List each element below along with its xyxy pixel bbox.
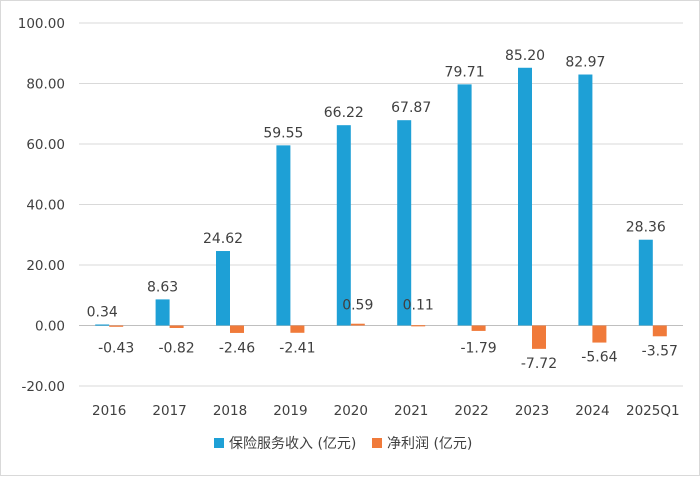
x-tick-label: 2024 [575, 403, 609, 419]
revenue-bar [216, 251, 230, 326]
revenue-bar [336, 125, 351, 326]
profit-data-label: 0.59 [342, 298, 373, 314]
revenue-bar [457, 84, 472, 326]
y-tick-label: 100.00 [18, 16, 65, 32]
revenue-data-label: 24.62 [203, 231, 243, 247]
x-tick-label: 2025Q1 [626, 403, 680, 419]
revenue-data-label: 85.20 [505, 48, 545, 64]
x-tick-label: 2019 [273, 403, 307, 419]
legend-label-profit: 净利润 (亿元) [387, 436, 472, 452]
profit-data-label: -0.82 [158, 341, 194, 357]
profit-bar [471, 325, 486, 331]
profit-bar [169, 325, 184, 328]
profit-data-label: -5.64 [581, 350, 617, 366]
profit-data-label: -1.79 [460, 341, 496, 357]
revenue-data-label: 67.87 [391, 100, 431, 116]
x-axis-ticks: 2016 2017 2018 2019 2020 2021 2022 2023 2024 2025… [92, 403, 680, 419]
bars [95, 67, 667, 349]
revenue-data-label: 59.55 [263, 125, 303, 141]
revenue-data-label: 0.34 [87, 304, 118, 320]
x-tick-label: 2022 [454, 403, 488, 419]
x-tick-label: 2020 [334, 403, 368, 419]
profit-bar [350, 323, 365, 326]
profit-bar [411, 325, 426, 327]
x-tick-label: 2023 [515, 403, 549, 419]
profit-bar [290, 325, 305, 333]
profit-data-label: 0.11 [403, 298, 434, 314]
y-tick-label: 40.00 [26, 198, 65, 214]
legend-swatch-revenue [214, 438, 224, 448]
y-tick-label: 80.00 [26, 77, 65, 93]
profit-bar [532, 325, 546, 349]
revenue-bar [397, 120, 412, 326]
revenue-bar [95, 324, 110, 326]
x-tick-label: 2017 [152, 403, 186, 419]
x-tick-label: 2021 [394, 403, 428, 419]
revenue-data-label: 66.22 [324, 105, 364, 121]
revenue-data-label: 28.36 [626, 220, 666, 236]
y-tick-label: -20.00 [21, 379, 65, 395]
profit-bar [109, 325, 124, 327]
revenue-bar [578, 74, 593, 326]
profit-bar [230, 325, 244, 333]
y-axis-ticks: 100.00 80.00 60.00 40.00 20.00 0.00 -20.00 [18, 16, 65, 395]
x-tick-label: 2018 [213, 403, 247, 419]
profit-bar [652, 325, 667, 337]
y-tick-label: 20.00 [26, 258, 65, 274]
profit-data-label: -2.41 [279, 341, 315, 357]
revenue-bar [276, 145, 291, 326]
revenue-data-label: 8.63 [147, 279, 178, 295]
profit-bar [592, 325, 607, 343]
x-tick-label: 2016 [92, 403, 126, 419]
legend-swatch-profit [372, 438, 382, 448]
profit-data-label: -2.46 [219, 341, 255, 357]
revenue-data-label: 79.71 [445, 64, 485, 80]
revenue-bar [518, 67, 532, 326]
revenue-data-label: 82.97 [565, 55, 605, 71]
y-tick-label: 0.00 [35, 319, 65, 335]
profit-data-label: -3.57 [642, 343, 678, 359]
revenue-bar [638, 239, 653, 326]
y-tick-label: 60.00 [26, 137, 65, 153]
data-labels: 0.34 -0.43 8.63 -0.82 24.62 -2.46 59.55 -2.41 66… [87, 48, 678, 372]
legend-label-revenue: 保险服务收入 (亿元) [229, 436, 356, 452]
legend: 保险服务收入 (亿元) 净利润 (亿元) [214, 436, 472, 452]
profit-data-label: -7.72 [521, 356, 557, 372]
revenue-bar [155, 299, 170, 326]
profit-data-label: -0.43 [98, 341, 134, 357]
